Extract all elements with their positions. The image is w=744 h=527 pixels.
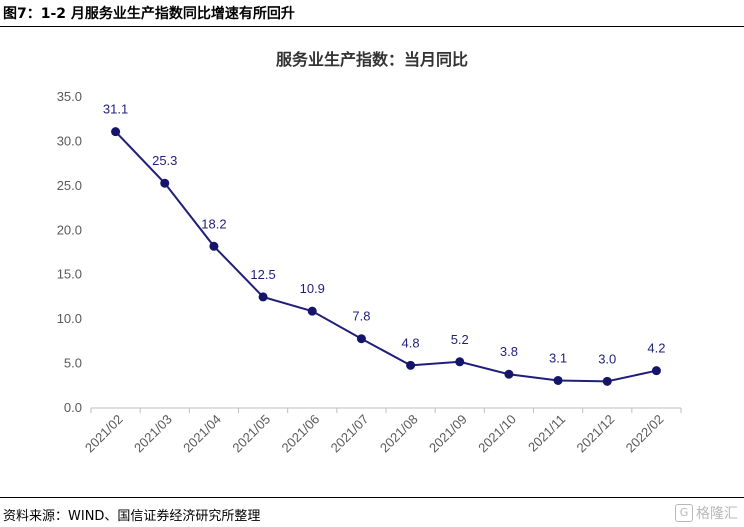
data-point — [258, 292, 268, 302]
y-tick-label: 0.0 — [64, 400, 82, 415]
x-tick-label: 2021/06 — [279, 412, 323, 456]
y-tick-label: 15.0 — [57, 267, 82, 282]
y-tick-label: 10.0 — [57, 311, 82, 326]
data-point — [455, 357, 465, 367]
x-tick-label: 2022/02 — [623, 412, 667, 456]
data-label: 31.1 — [103, 102, 128, 117]
data-label: 3.8 — [500, 344, 518, 359]
data-point — [602, 376, 612, 386]
data-label: 4.2 — [647, 341, 665, 356]
data-point — [307, 306, 317, 316]
data-point — [553, 375, 563, 385]
watermark: G 格隆汇 — [675, 503, 738, 523]
data-label: 3.0 — [598, 351, 616, 366]
x-tick-label: 2021/04 — [180, 412, 224, 456]
y-tick-label: 30.0 — [57, 133, 82, 148]
x-tick-label: 2021/05 — [229, 412, 273, 456]
data-labels: 31.1 25.3 18.2 12.5 10.9 7.8 4.8 5.2 3.8 3.1 3.0 4.… — [103, 102, 666, 367]
top-rule — [0, 26, 744, 27]
data-label: 4.8 — [402, 335, 420, 350]
x-tick-label: 2021/12 — [574, 412, 618, 456]
data-label: 5.2 — [451, 332, 469, 347]
x-tick-label: 2021/09 — [426, 412, 470, 456]
x-tick-label: 2021/08 — [377, 412, 421, 456]
data-label: 12.5 — [250, 267, 275, 282]
data-label: 25.3 — [152, 153, 177, 168]
series-line-group — [111, 127, 661, 386]
x-axis: 2021/02 2021/03 2021/04 2021/05 2021/06 2021/… — [82, 407, 682, 456]
chart-title: 服务业生产指数：当月同比 — [276, 50, 468, 69]
y-axis: 0.0 5.0 10.0 15.0 20.0 25.0 30.0 35.0 — [57, 89, 82, 415]
data-point — [504, 369, 514, 379]
x-tick-label: 2021/03 — [131, 412, 175, 456]
y-tick-label: 25.0 — [57, 178, 82, 193]
y-tick-label: 5.0 — [64, 356, 82, 371]
source-note: 资料来源：WIND、国信证券经济研究所整理 — [3, 509, 261, 524]
x-tick-label: 2021/10 — [475, 412, 519, 456]
data-point — [356, 334, 366, 344]
data-point — [111, 127, 121, 137]
line-chart: 服务业生产指数：当月同比 0.0 5.0 10.0 15.0 20.0 25.0 30.0 3… — [57, 50, 682, 456]
data-point — [160, 178, 170, 188]
watermark-text: 格隆汇 — [696, 506, 738, 522]
figure-title: 图7：1-2 月服务业生产指数同比增速有所回升 — [3, 6, 295, 22]
y-tick-label: 35.0 — [57, 89, 82, 104]
x-tick-label: 2021/02 — [82, 412, 126, 456]
x-tick-label: 2021/11 — [525, 412, 568, 455]
data-point — [651, 366, 661, 376]
y-tick-label: 20.0 — [57, 222, 82, 237]
series-line — [114, 130, 657, 383]
watermark-logo-icon: G — [675, 504, 693, 522]
data-label: 10.9 — [300, 281, 325, 296]
data-label: 7.8 — [352, 309, 370, 324]
data-label: 3.1 — [549, 350, 567, 365]
x-tick-label: 2021/07 — [328, 412, 372, 456]
bottom-rule — [0, 497, 744, 498]
data-point — [406, 360, 416, 370]
data-point — [209, 241, 219, 251]
data-label: 18.2 — [201, 216, 226, 231]
